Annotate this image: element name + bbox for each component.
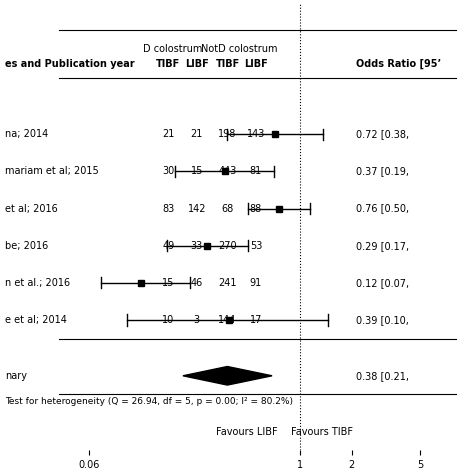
- Text: 0.37 [0.19,: 0.37 [0.19,: [356, 166, 409, 176]
- Text: 68: 68: [221, 203, 234, 214]
- Text: n et al.; 2016: n et al.; 2016: [5, 278, 70, 288]
- Text: Favours LIBF: Favours LIBF: [216, 427, 277, 437]
- Text: be; 2016: be; 2016: [5, 241, 48, 251]
- Text: 33: 33: [191, 241, 203, 251]
- Text: 0.12 [0.07,: 0.12 [0.07,: [356, 278, 409, 288]
- Text: 21: 21: [162, 129, 174, 139]
- Text: es and Publication year: es and Publication year: [5, 59, 134, 69]
- Text: 0.72 [0.38,: 0.72 [0.38,: [356, 129, 409, 139]
- Text: 0.76 [0.50,: 0.76 [0.50,: [356, 203, 409, 214]
- Text: 81: 81: [250, 166, 262, 176]
- Text: 3: 3: [194, 315, 200, 325]
- Polygon shape: [183, 366, 272, 385]
- Text: LIBF: LIBF: [185, 59, 209, 69]
- Text: 46: 46: [191, 278, 203, 288]
- Text: TIBF: TIBF: [215, 59, 240, 69]
- Text: 270: 270: [218, 241, 237, 251]
- Text: 21: 21: [191, 129, 203, 139]
- Text: 0.38 [0.21,: 0.38 [0.21,: [356, 371, 409, 381]
- Text: 88: 88: [250, 203, 262, 214]
- Text: LIBF: LIBF: [244, 59, 268, 69]
- Text: Odds Ratio [95’: Odds Ratio [95’: [356, 58, 441, 69]
- Text: na; 2014: na; 2014: [5, 129, 48, 139]
- Text: et al; 2016: et al; 2016: [5, 203, 57, 214]
- Text: 17: 17: [250, 315, 262, 325]
- Text: 143: 143: [247, 129, 265, 139]
- Text: 142: 142: [187, 203, 206, 214]
- Text: 10: 10: [162, 315, 174, 325]
- Text: TIBF: TIBF: [156, 59, 181, 69]
- Text: e et al; 2014: e et al; 2014: [5, 315, 67, 325]
- Text: Test for heterogeneity (Q = 26.94, df = 5, p = 0.00; I² = 80.2%): Test for heterogeneity (Q = 26.94, df = …: [5, 397, 293, 406]
- Text: 241: 241: [218, 278, 237, 288]
- Text: 0.39 [0.10,: 0.39 [0.10,: [356, 315, 409, 325]
- Text: 15: 15: [191, 166, 203, 176]
- Text: D colostrum: D colostrum: [143, 44, 203, 54]
- Text: NotD colostrum: NotD colostrum: [201, 44, 278, 54]
- Text: 0.29 [0.17,: 0.29 [0.17,: [356, 241, 409, 251]
- Text: 144: 144: [219, 315, 237, 325]
- Text: 53: 53: [250, 241, 262, 251]
- Text: 443: 443: [219, 166, 237, 176]
- Text: Favours TIBF: Favours TIBF: [292, 427, 353, 437]
- Text: 30: 30: [162, 166, 174, 176]
- Text: 83: 83: [162, 203, 174, 214]
- Text: 198: 198: [219, 129, 237, 139]
- Text: 91: 91: [250, 278, 262, 288]
- Text: nary: nary: [5, 371, 27, 381]
- Text: mariam et al; 2015: mariam et al; 2015: [5, 166, 99, 176]
- Text: 15: 15: [162, 278, 174, 288]
- Text: 49: 49: [162, 241, 174, 251]
